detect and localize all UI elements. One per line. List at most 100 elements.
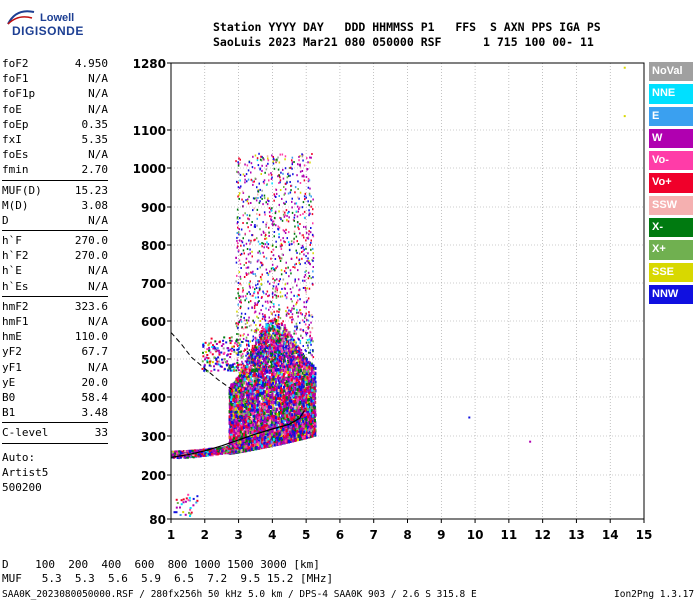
echo-point [265,365,268,369]
echo-point [244,367,247,371]
echo-point [260,342,263,346]
echo-point [311,434,314,438]
echo-point [261,395,263,398]
param-value: N/A [88,87,108,101]
echo-point [310,406,313,410]
echo-point [270,341,273,345]
echo-point [309,401,312,405]
echo-point [284,345,287,349]
echo-point [253,385,256,389]
echo-point [274,401,277,405]
echo-point [299,363,302,366]
echo-point [312,378,315,382]
echo-point [240,414,243,418]
echo-point [265,345,268,349]
param-value: N/A [88,102,108,116]
echo-point [291,390,294,394]
echo-point [246,387,249,391]
echo-point [256,403,259,407]
echo-point [245,428,248,432]
echo-point [256,437,259,441]
echo-point [242,423,245,427]
echo-point [258,380,261,384]
echo-point [261,397,264,400]
echo-point [290,422,293,426]
echo-point [287,424,290,428]
echo-point [247,367,250,371]
echo-point [238,434,241,438]
echo-point [298,390,301,394]
echo-point [312,418,315,422]
echo-point [236,416,239,419]
echo-point [229,438,231,442]
echo-point [235,434,238,438]
echo-point [262,396,265,400]
echo-point [264,419,266,423]
param-name: B0 [2,390,16,404]
echo-point [296,427,299,431]
echo-point [307,415,309,419]
echo-point [236,390,239,394]
echo-point [256,411,259,414]
echo-point [277,389,280,392]
echo-point [245,447,248,451]
echo-point [296,398,298,402]
param-divider [2,295,108,297]
echo-point [298,400,300,404]
echo-point [291,337,293,341]
echo-point [248,446,251,449]
echo-point [290,356,293,360]
echo-point [286,384,289,387]
echo-point [307,418,310,422]
echo-point [262,432,265,436]
echo-point [265,395,268,399]
echo-point [291,429,294,433]
echo-point [246,375,249,379]
echo-point [247,425,250,429]
echo-point [277,363,280,367]
echo-point [279,394,282,398]
header-labels: Station YYYY DAY DDD HHMMSS P1 FFS S AXN… [213,20,601,34]
echo-point [247,429,250,433]
echo-point [239,440,242,444]
echo-point [278,437,281,441]
echo-point [296,400,299,404]
echo-point [244,409,247,413]
echo-point [247,448,250,452]
legend-item-e: E [649,106,693,126]
echo-point [291,400,294,404]
echo-point [308,385,311,389]
echo-point [285,354,288,358]
param-value: 0.35 [81,117,109,131]
echo-point [300,410,303,414]
echo-point [289,378,292,382]
echo-point [279,423,282,427]
echo-point [312,366,315,370]
echo-point [243,438,246,442]
param-name: MUF(D) [2,183,42,197]
polarization-legend: NoVal NNE E W Vo- Vo+ SSW X- X+ SSE NNW [649,62,693,307]
echo-point [310,378,313,382]
echo-point [314,422,317,426]
legend-item-vo: Vo- [649,151,693,171]
param-name: hmE [2,330,22,344]
echo-point [233,424,236,428]
echo-point [305,435,308,439]
echo-point [236,380,239,384]
echo-point [311,368,314,372]
echo-point [271,392,274,396]
echo-point [278,334,281,338]
echo-point [277,361,280,365]
legend-item-x: X+ [649,240,693,260]
echo-point [306,432,309,436]
echo-point [251,387,254,391]
echo-point [273,380,276,384]
echo-point [252,429,255,433]
echo-point [292,439,294,443]
echo-point [265,414,268,418]
echo-point [239,410,241,414]
param-name: hmF1 [2,315,29,328]
echo-point [279,406,282,410]
echo-point [299,357,301,360]
echo-point [277,401,280,405]
